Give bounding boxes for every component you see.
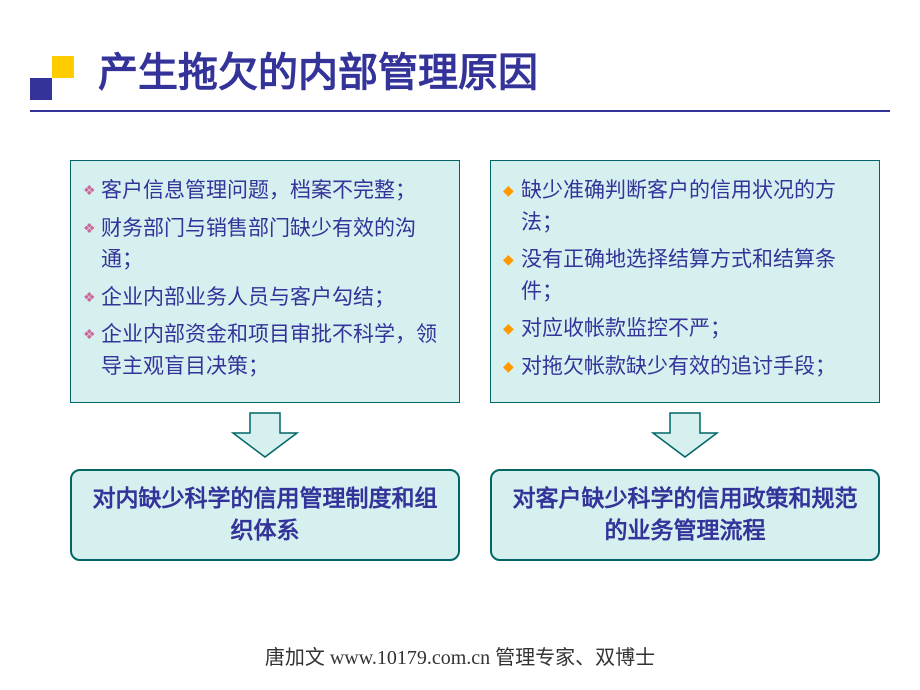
diamond-bullet-icon: ◆ <box>503 175 521 202</box>
item-text: 对拖欠帐款缺少有效的追讨手段； <box>521 351 867 383</box>
content-area: ❖ 客户信息管理问题，档案不完整； ❖ 财务部门与销售部门缺少有效的沟通； ❖ … <box>0 130 920 561</box>
right-column: ◆ 缺少准确判断客户的信用状况的方法； ◆ 没有正确地选择结算方式和结算条件； … <box>490 160 880 561</box>
item-text: 客户信息管理问题，档案不完整； <box>101 175 447 207</box>
item-text: 对应收帐款监控不严； <box>521 313 867 345</box>
right-conclusion-box: 对客户缺少科学的信用政策和规范的业务管理流程 <box>490 469 880 561</box>
diamond-bullet-icon: ❖ <box>83 282 101 309</box>
list-item: ◆ 对拖欠帐款缺少有效的追讨手段； <box>503 351 867 383</box>
list-item: ❖ 财务部门与销售部门缺少有效的沟通； <box>83 213 447 276</box>
item-text: 企业内部资金和项目审批不科学，领导主观盲目决策； <box>101 319 447 382</box>
item-text: 没有正确地选择结算方式和结算条件； <box>521 244 867 307</box>
footer-text: 唐加文 www.10179.com.cn 管理专家、双博士 <box>0 641 920 670</box>
arrow-down-icon <box>225 411 305 461</box>
left-conclusion-box: 对内缺少科学的信用管理制度和组织体系 <box>70 469 460 561</box>
diamond-bullet-icon: ❖ <box>83 319 101 346</box>
left-column: ❖ 客户信息管理问题，档案不完整； ❖ 财务部门与销售部门缺少有效的沟通； ❖ … <box>70 160 460 561</box>
title-underline <box>30 110 890 112</box>
diamond-bullet-icon: ❖ <box>83 175 101 202</box>
arrow-down-icon <box>645 411 725 461</box>
diamond-bullet-icon: ◆ <box>503 351 521 378</box>
list-item: ❖ 企业内部业务人员与客户勾结； <box>83 282 447 314</box>
diamond-bullet-icon: ❖ <box>83 213 101 240</box>
diamond-bullet-icon: ◆ <box>503 244 521 271</box>
diamond-bullet-icon: ◆ <box>503 313 521 340</box>
title-decoration-icon <box>30 30 90 90</box>
right-list-box: ◆ 缺少准确判断客户的信用状况的方法； ◆ 没有正确地选择结算方式和结算条件； … <box>490 160 880 403</box>
item-text: 缺少准确判断客户的信用状况的方法； <box>521 175 867 238</box>
item-text: 企业内部业务人员与客户勾结； <box>101 282 447 314</box>
list-item: ◆ 缺少准确判断客户的信用状况的方法； <box>503 175 867 238</box>
slide-title: 产生拖欠的内部管理原因 <box>98 40 920 98</box>
title-area: 产生拖欠的内部管理原因 <box>0 0 920 130</box>
item-text: 财务部门与销售部门缺少有效的沟通； <box>101 213 447 276</box>
left-list-box: ❖ 客户信息管理问题，档案不完整； ❖ 财务部门与销售部门缺少有效的沟通； ❖ … <box>70 160 460 403</box>
list-item: ◆ 对应收帐款监控不严； <box>503 313 867 345</box>
list-item: ◆ 没有正确地选择结算方式和结算条件； <box>503 244 867 307</box>
list-item: ❖ 客户信息管理问题，档案不完整； <box>83 175 447 207</box>
list-item: ❖ 企业内部资金和项目审批不科学，领导主观盲目决策； <box>83 319 447 382</box>
